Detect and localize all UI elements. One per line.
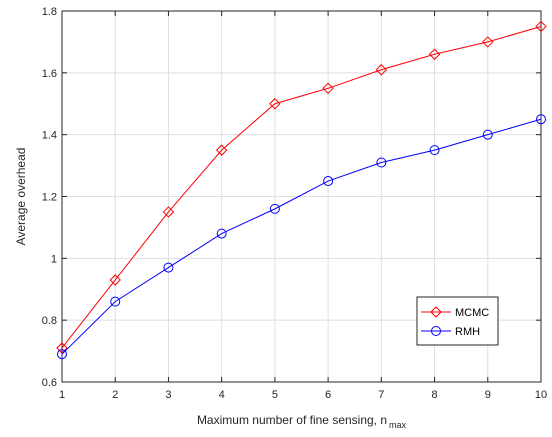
data-point-mcmc [109, 274, 121, 286]
x-axis-label-main: Maximum number of fine sensing, n [197, 413, 387, 427]
x-axis-label: Maximum number of fine sensing, n max [197, 413, 407, 430]
data-point-mcmc [375, 64, 388, 76]
x-tick-label: 8 [431, 389, 437, 401]
data-point-rmh [323, 176, 334, 187]
data-point-mcmc [322, 82, 334, 94]
x-axis-label-subscript: max [389, 420, 407, 430]
x-tick-label: 7 [378, 389, 384, 401]
data-point-mcmc [162, 206, 175, 218]
data-point-rmh [110, 296, 121, 307]
series-layer [56, 20, 547, 360]
x-tick-label: 1 [59, 389, 65, 401]
x-tick-label: 2 [112, 389, 118, 401]
x-tick-label: 5 [272, 389, 278, 401]
data-point-mcmc [215, 144, 228, 156]
data-point-mcmc [269, 98, 281, 110]
x-tick-label: 6 [325, 389, 331, 401]
data-point-mcmc [535, 20, 547, 33]
legend-marker-rmh [431, 326, 441, 336]
x-tick-label: 10 [535, 389, 547, 401]
series-rmh [57, 114, 546, 360]
data-point-rmh [216, 228, 227, 239]
legend-item-rmh: RMH [421, 326, 480, 338]
data-point-rmh [536, 114, 546, 125]
data-point-mcmc [428, 48, 441, 60]
y-tick-label: 0.6 [42, 377, 57, 389]
series-line-mcmc [61, 25, 542, 349]
legend-marker-mcmc [430, 306, 442, 318]
x-tick-labels: 1 2 3 4 5 6 7 8 9 10 [59, 389, 547, 401]
y-tick-labels: 0.6 0.8 1 1.2 1.4 1.6 1.8 [42, 6, 57, 389]
series-mcmc [56, 20, 547, 354]
x-tick-label: 9 [485, 389, 491, 401]
series-line-rmh [61, 118, 542, 355]
y-tick-label: 1.8 [42, 6, 57, 18]
data-point-rmh [163, 262, 174, 273]
legend-label-mcmc: MCMC [455, 307, 489, 319]
legend-label-rmh: RMH [455, 326, 480, 338]
y-axis-label: Average overhead [14, 148, 28, 246]
legend: MCMC RMH [416, 296, 499, 346]
data-point-rmh [429, 145, 440, 156]
data-point-rmh [269, 203, 280, 214]
legend-item-mcmc: MCMC [421, 306, 489, 319]
data-point-rmh [376, 157, 387, 168]
x-tick-label: 4 [219, 389, 225, 401]
plot-frame [61, 10, 542, 383]
data-point-mcmc [56, 342, 68, 354]
y-tick-label: 1 [51, 253, 57, 265]
data-point-rmh [482, 129, 493, 140]
y-tick-label: 1.6 [42, 68, 57, 80]
y-tick-label: 1.4 [42, 130, 57, 142]
x-tick-label: 3 [165, 389, 171, 401]
y-tick-label: 0.8 [42, 315, 57, 327]
y-tick-label: 1.2 [42, 192, 57, 204]
data-point-rmh [57, 349, 67, 360]
legend-box [416, 296, 499, 346]
data-point-mcmc [482, 36, 494, 48]
